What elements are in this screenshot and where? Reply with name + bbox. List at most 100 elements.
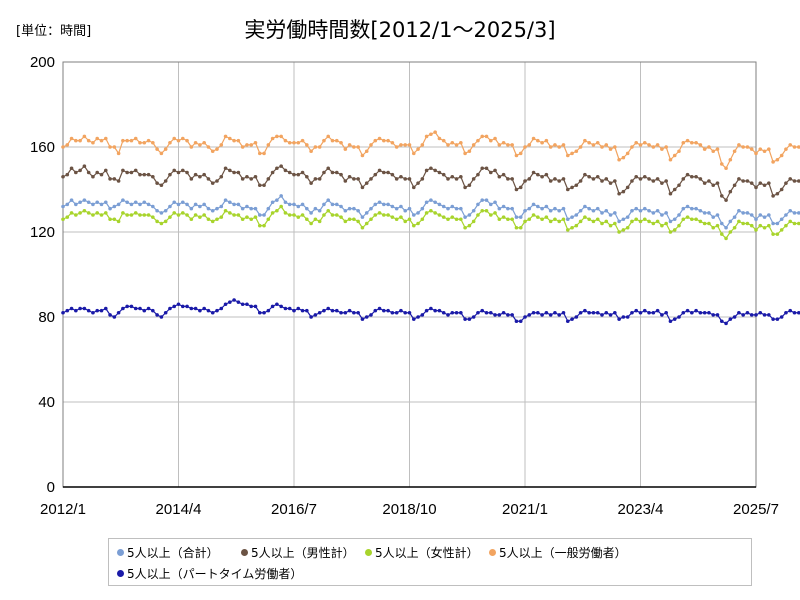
data-point: [561, 217, 566, 222]
data-point: [514, 187, 519, 192]
data-point: [493, 168, 497, 173]
data-point: [74, 170, 78, 175]
data-point: [86, 308, 91, 313]
data-point: [796, 179, 800, 183]
data-point: [228, 300, 232, 304]
data-point: [206, 145, 211, 149]
data-point: [159, 183, 164, 188]
data-point: [416, 221, 420, 226]
data-point: [360, 153, 365, 158]
data-point: [724, 321, 728, 326]
data-point: [570, 317, 574, 321]
data-point: [219, 204, 224, 209]
data-point: [488, 202, 493, 207]
legend-label: 5人以上（パートタイム労働者）: [127, 567, 303, 581]
data-point: [711, 225, 716, 230]
data-point: [236, 300, 241, 304]
data-point: [424, 308, 429, 313]
data-point: [420, 143, 425, 147]
data-point: [779, 217, 784, 222]
data-point: [476, 213, 480, 217]
data-point: [655, 219, 660, 224]
data-point: [317, 208, 322, 213]
data-point: [583, 308, 587, 313]
data-point: [347, 174, 352, 179]
data-point: [741, 313, 745, 317]
data-point: [450, 140, 455, 145]
data-point: [497, 206, 502, 211]
data-point: [99, 213, 104, 217]
data-point: [198, 174, 202, 179]
data-point: [707, 179, 711, 183]
data-point: [112, 217, 117, 222]
data-point: [638, 208, 643, 213]
data-point: [266, 308, 271, 313]
data-point: [236, 170, 241, 175]
data-point: [403, 208, 408, 213]
data-point: [536, 204, 540, 209]
data-point: [245, 215, 249, 219]
data-point: [309, 211, 313, 215]
data-point: [309, 315, 313, 319]
data-point: [724, 236, 728, 241]
data-point: [275, 208, 279, 213]
data-point: [758, 213, 763, 217]
data-point: [210, 208, 215, 213]
data-point: [749, 213, 754, 217]
data-point: [698, 219, 703, 224]
data-point: [228, 136, 232, 141]
data-point: [146, 138, 151, 143]
data-point: [754, 185, 758, 190]
data-point: [373, 213, 378, 217]
data-point: [193, 172, 198, 177]
data-point: [608, 181, 613, 185]
data-point: [565, 187, 570, 192]
data-point: [382, 170, 386, 175]
data-point: [788, 143, 793, 147]
data-point: [403, 219, 408, 224]
data-point: [651, 310, 656, 315]
data-point: [792, 211, 797, 215]
data-point: [493, 200, 497, 205]
data-point: [762, 225, 767, 230]
data-point: [685, 215, 690, 219]
data-point: [262, 183, 266, 188]
data-point: [347, 308, 352, 313]
data-point: [270, 170, 275, 175]
data-point: [510, 177, 514, 181]
data-point: [189, 206, 194, 211]
data-point: [454, 177, 459, 181]
data-point: [168, 306, 172, 311]
data-point: [737, 208, 741, 213]
data-point: [142, 140, 147, 145]
data-point: [621, 155, 626, 160]
data-point: [202, 140, 206, 145]
data-point: [459, 174, 463, 179]
data-point: [61, 145, 65, 149]
data-point: [420, 313, 425, 317]
data-point: [219, 215, 224, 219]
data-point: [561, 310, 566, 315]
data-point: [155, 313, 159, 317]
data-point: [236, 213, 241, 217]
data-point: [493, 313, 497, 317]
data-point: [672, 153, 677, 158]
data-point: [664, 310, 668, 315]
data-point: [587, 174, 591, 179]
data-point: [394, 310, 399, 315]
data-point: [642, 206, 647, 211]
data-point: [266, 143, 271, 147]
data-point: [300, 213, 305, 217]
data-point: [95, 211, 100, 215]
data-point: [356, 177, 360, 181]
data-point: [352, 177, 356, 181]
data-point: [82, 208, 87, 213]
data-point: [159, 221, 164, 226]
data-point: [377, 211, 382, 215]
x-tick-label: 2016/7: [271, 501, 317, 518]
data-point: [471, 315, 476, 319]
data-point: [296, 204, 301, 209]
data-point: [732, 215, 737, 219]
data-point: [625, 225, 630, 230]
